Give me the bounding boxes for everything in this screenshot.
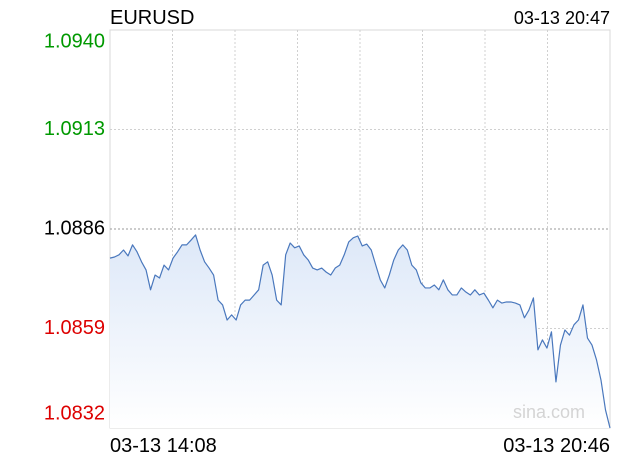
y-tick-label: 1.0940 [44, 30, 105, 52]
y-tick-label: 1.0832 [44, 402, 105, 424]
y-tick-label: 1.0886 [44, 217, 105, 239]
y-tick-label: 1.0913 [44, 118, 105, 140]
x-tick-label: 03-13 20:46 [503, 435, 610, 457]
area [110, 234, 610, 428]
y-tick-label: 1.0859 [44, 317, 105, 339]
timestamp: 03-13 20:47 [514, 8, 610, 28]
chart-title: EURUSD [110, 7, 194, 29]
price-line [109, 234, 611, 429]
x-tick-label: 03-13 14:08 [110, 435, 217, 457]
watermark: sina.com [513, 402, 585, 422]
